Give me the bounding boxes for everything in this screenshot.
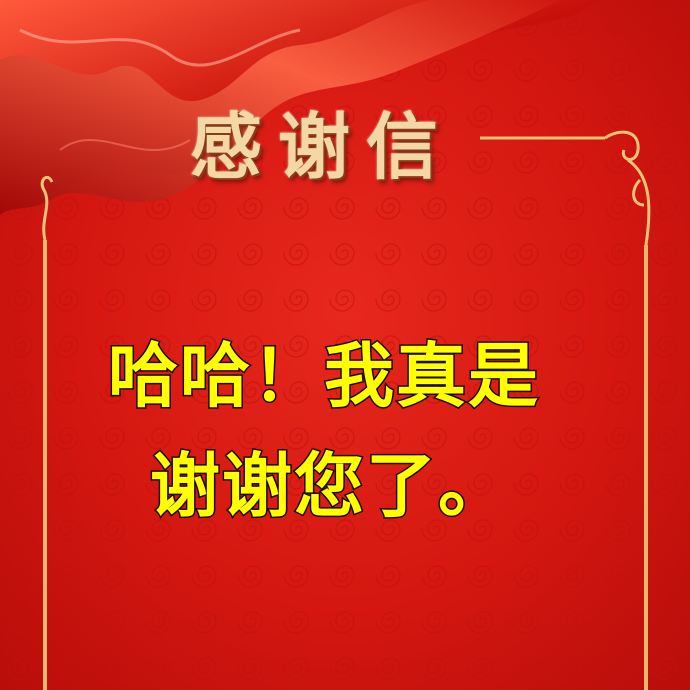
gold-scroll-ornament-icon [604, 130, 651, 246]
message-line-1: 哈哈！我真是 [107, 334, 540, 419]
letter-heading: 感谢信 [190, 104, 455, 189]
gold-scroll-ornament-icon [40, 176, 54, 241]
message-line-2: 谢谢您了。 [149, 444, 510, 529]
red-silk-ribbon-icon [0, 0, 600, 215]
